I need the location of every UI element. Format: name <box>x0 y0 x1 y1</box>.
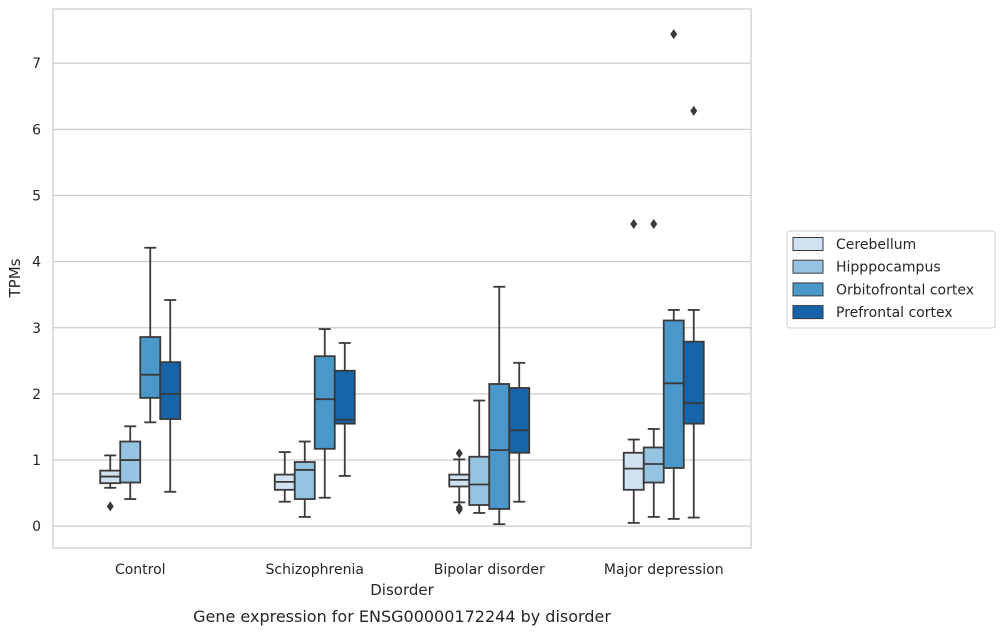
box-control <box>99 454 122 512</box>
chart-title: Gene expression for ENSG00000172244 by d… <box>193 607 611 626</box>
legend-label: Orbitofrontal cortex <box>836 282 974 298</box>
series-hipppocampus <box>119 218 665 518</box>
iqr-box <box>468 455 491 506</box>
box-major-depression <box>662 29 685 520</box>
iqr-box <box>293 461 316 500</box>
box-major-depression <box>642 218 665 518</box>
outlier-point <box>650 218 658 229</box>
legend: Cerebellum Hipppocampus Orbitofrontal cort… <box>786 230 996 329</box>
box-plot-series <box>99 29 705 526</box>
y-tick-label: 1 <box>32 453 41 469</box>
iqr-box <box>508 387 531 454</box>
box-major-depression <box>622 218 645 524</box>
y-tick-label: 5 <box>32 189 41 205</box>
iqr-box <box>642 446 665 484</box>
box-control <box>119 425 142 500</box>
legend-label: Cerebellum <box>836 237 916 253</box>
iqr-box <box>119 440 142 484</box>
legend-label: Hipppocampus <box>836 260 941 276</box>
box-bipolar-disorder <box>448 448 471 515</box>
iqr-box <box>488 383 511 510</box>
iqr-box <box>682 340 705 425</box>
iqr-box <box>313 355 336 450</box>
box-bipolar-disorder <box>508 361 531 503</box>
x-axis-label: Disorder <box>370 581 434 599</box>
outlier-point <box>455 502 463 513</box>
x-tick-label: Control <box>115 562 166 578</box>
legend-frame <box>786 230 996 329</box>
legend-swatch <box>792 237 824 251</box>
series-prefrontal-cortex <box>159 105 705 519</box>
y-tick-label: 3 <box>32 321 41 337</box>
y-axis-label: TPMs <box>6 258 24 298</box>
iqr-box <box>159 361 182 420</box>
box-schizophrenia <box>313 328 336 499</box>
box-bipolar-disorder <box>468 399 491 514</box>
box-schizophrenia <box>273 451 296 503</box>
x-tick-label: Schizophrenia <box>266 562 364 578</box>
y-tick-label: 4 <box>32 255 41 271</box>
iqr-box <box>622 451 645 491</box>
outlier-point <box>690 105 698 116</box>
box-major-depression <box>682 105 705 519</box>
box-bipolar-disorder <box>488 285 511 526</box>
legend-swatch <box>792 305 824 320</box>
iqr-box <box>333 369 356 425</box>
box-control <box>159 299 182 493</box>
x-tick-label: Major depression <box>604 562 724 578</box>
legend-swatch <box>792 259 824 274</box>
y-tick-label: 0 <box>32 519 41 535</box>
legend-swatch <box>792 282 824 297</box>
legend-label: Prefrontal cortex <box>836 305 953 321</box>
box-control <box>139 246 162 424</box>
plot-area-frame <box>52 8 752 549</box>
outlier-point <box>106 501 114 512</box>
x-tick-label: Bipolar disorder <box>434 562 545 578</box>
outlier-point <box>630 218 638 229</box>
iqr-box <box>662 319 685 469</box>
x-axis-tick-labels: Control Schizophrenia Bipolar disorder Majo… <box>115 562 724 578</box>
y-axis-tick-labels: 0 1 2 3 4 5 6 7 <box>32 56 41 535</box>
iqr-box <box>139 336 162 399</box>
box-schizophrenia <box>333 342 356 477</box>
series-orbitofrontal-cortex <box>139 29 685 526</box>
y-tick-label: 6 <box>32 122 41 138</box>
outlier-point <box>455 448 463 459</box>
outlier-point <box>670 29 678 40</box>
series-cerebellum <box>99 218 645 524</box>
y-tick-label: 2 <box>32 387 41 403</box>
y-tick-label: 7 <box>32 56 41 72</box>
box-schizophrenia <box>293 440 316 518</box>
